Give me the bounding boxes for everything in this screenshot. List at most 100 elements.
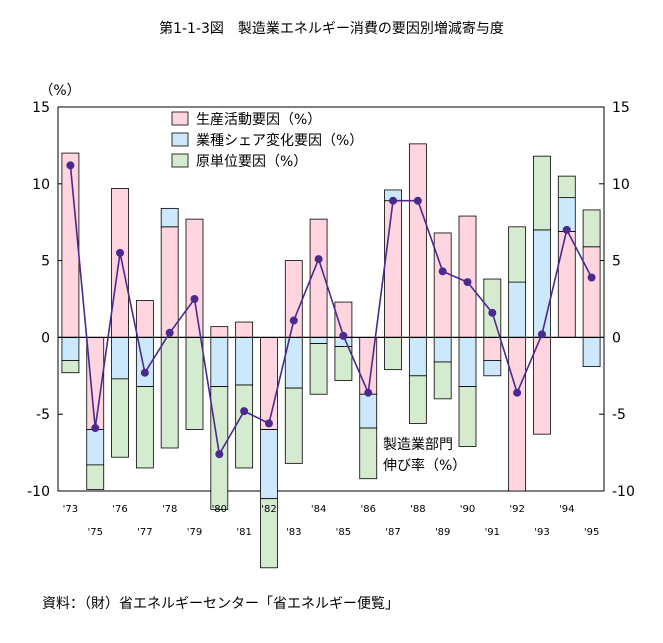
growth-rate-point: [339, 331, 348, 340]
chart-title: 第1-1-3図 製造業エネルギー消費の要因別増減寄与度: [159, 21, 504, 37]
bar-intensity: [557, 175, 576, 199]
line-annotation: 伸び率（%）: [383, 457, 466, 474]
bar-intensity: [384, 336, 402, 371]
growth-rate-point: [190, 295, 199, 303]
bar-intensity: [483, 278, 502, 338]
bar-share: [160, 207, 179, 228]
x-tick-label: '89: [435, 527, 450, 538]
x-tick-label: '92: [509, 504, 524, 515]
x-tick-label: '81: [236, 527, 251, 538]
x-tick-label: '91: [485, 527, 500, 538]
y-tick-label-right: 5: [612, 254, 621, 270]
growth-rate-line: [69, 165, 593, 457]
growth-rate-point: [66, 161, 75, 170]
y-axis-label: （%）: [39, 83, 80, 99]
growth-rate-point: [215, 450, 224, 459]
y-tick-label-left: 0: [41, 330, 50, 346]
bar-production: [483, 336, 502, 361]
bar-intensity: [309, 343, 328, 395]
growth-rate-point: [165, 328, 174, 337]
y-tick-label-right: -5: [612, 407, 626, 423]
bar-production: [111, 188, 129, 338]
bar-production: [260, 336, 278, 430]
bar-share: [235, 336, 254, 386]
bar-intensity: [61, 360, 80, 374]
growth-rate-point: [240, 407, 249, 416]
bar-production: [508, 336, 527, 492]
x-tick-label: '95: [584, 527, 599, 538]
bar-intensity: [185, 336, 204, 430]
legend-label: 生産活動要因（%）: [196, 112, 321, 128]
bar-share: [61, 336, 80, 361]
bar-share: [111, 336, 129, 380]
growth-rate-point: [264, 419, 273, 428]
plot-frame: [57, 106, 605, 492]
x-tick-label: '75: [87, 527, 102, 538]
growth-rate-point: [562, 225, 571, 234]
growth-rate-point: [116, 248, 125, 257]
legend-label: 業種シェア変化要因（%）: [196, 132, 363, 149]
growth-rate-point: [488, 308, 497, 317]
bar-share: [582, 336, 601, 367]
bar-share: [458, 336, 477, 387]
growth-rate-point: [587, 273, 596, 282]
growth-rate-point: [364, 388, 373, 397]
x-tick-label: '82: [261, 504, 276, 515]
growth-rate-point: [537, 330, 546, 339]
bar-intensity: [210, 386, 229, 510]
legend-label: 原単位要因（%）: [196, 154, 307, 170]
y-tick-label-left: 5: [41, 254, 50, 270]
legend-swatch: [171, 132, 189, 147]
bar-production: [533, 336, 551, 435]
x-tick-label: '86: [360, 504, 375, 515]
bar-production: [210, 326, 229, 338]
bar-share: [309, 336, 328, 344]
y-tick-label-right: 10: [612, 177, 630, 193]
x-tick-label: '79: [187, 527, 202, 538]
growth-rate-point: [463, 278, 472, 287]
y-tick-label-left: -10: [27, 484, 50, 500]
x-tick-label: '76: [112, 504, 127, 515]
bar-intensity: [284, 387, 303, 464]
source-note: 資料：（財）省エネルギーセンター「省エネルギー便覧」: [42, 596, 399, 612]
bar-production: [61, 152, 80, 338]
bar-intensity: [433, 361, 452, 400]
x-tick-label: '78: [162, 504, 177, 515]
bar-intensity: [582, 209, 601, 248]
bar-intensity: [235, 384, 254, 469]
bar-production: [458, 215, 477, 338]
legend-swatch: [171, 153, 189, 168]
bar-share: [533, 229, 551, 338]
y-tick-label-right: 15: [612, 100, 630, 116]
bar-production: [284, 260, 303, 338]
bar-intensity: [408, 375, 427, 424]
bar-intensity: [111, 378, 129, 458]
bar-share: [86, 429, 105, 466]
bar-share: [483, 360, 502, 377]
bar-intensity: [86, 464, 105, 490]
bar-intensity: [334, 346, 353, 381]
bar-production: [135, 300, 154, 338]
line-annotation: 製造業部門: [383, 437, 453, 453]
bar-intensity: [508, 226, 527, 283]
bar-share: [433, 336, 452, 363]
bar-share: [508, 281, 527, 338]
bar-intensity: [533, 155, 551, 231]
bar-production: [235, 321, 254, 338]
bar-production: [384, 200, 402, 338]
x-tick-label: '73: [63, 504, 78, 515]
bar-production: [433, 232, 452, 338]
bar-intensity: [359, 427, 378, 480]
growth-rate-point: [140, 368, 149, 377]
y-tick-label-left: 10: [32, 177, 50, 193]
y-tick-label-left: -5: [36, 407, 50, 423]
legend-swatch: [171, 111, 189, 126]
bar-intensity: [160, 336, 179, 449]
y-tick-label-right: 0: [612, 330, 621, 346]
x-tick-label: '94: [559, 504, 574, 515]
x-tick-label: '83: [286, 527, 301, 538]
growth-rate-point: [413, 196, 422, 205]
bar-production: [582, 246, 601, 338]
growth-rate-point: [91, 424, 100, 433]
